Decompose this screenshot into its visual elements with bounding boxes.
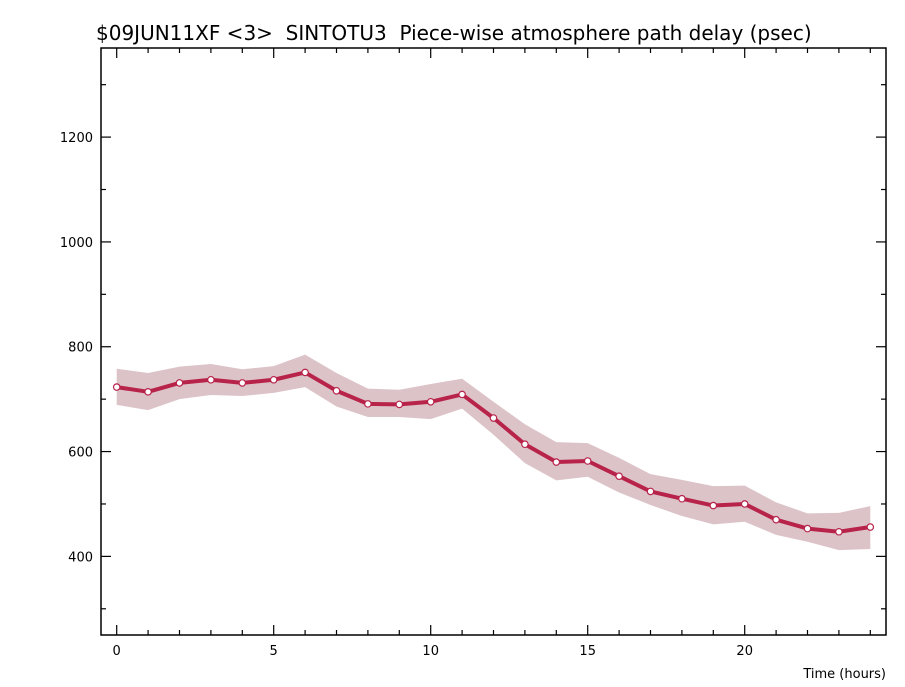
data-point [238,379,247,387]
axis-ticks [101,48,886,635]
data-point [458,390,466,399]
data-point [835,527,843,536]
data-point-layer [112,368,875,536]
data-point [646,487,655,496]
data-point [175,379,184,387]
data-point [803,524,812,533]
x-tick-label: 0 [113,644,121,659]
data-point [709,501,718,510]
data-point [552,458,561,466]
x-tick-label: 10 [422,644,439,659]
data-point [332,386,341,395]
y-tick-label: 1000 [60,236,93,251]
y-tick-label: 400 [68,550,93,565]
y-tick-label: 1200 [60,131,93,146]
data-point [740,500,749,508]
data-point [615,472,623,480]
data-point [426,397,435,406]
data-point [207,375,215,384]
data-point [866,523,875,531]
data-point [678,494,686,503]
uncertainty-band [116,354,871,551]
data-point [301,368,309,377]
x-tick-label: 20 [736,644,753,659]
chart-title: $09JUN11XF <3> SINTOTU3 Piece-wise atmos… [96,21,812,45]
y-tick-label: 800 [68,341,93,356]
data-point [269,375,278,384]
y-tick-label: 600 [68,446,93,461]
data-point [112,383,121,391]
x-tick-label: 5 [270,644,278,659]
data-point [364,400,372,408]
data-point [144,388,152,396]
data-point [772,515,780,524]
plot-frame [100,47,887,636]
data-point [583,457,592,465]
data-point [489,414,498,422]
data-point [521,440,529,449]
axis-tick-labels: 0 5 10 15 20 400 600 800 1000 1200 [60,131,753,659]
confidence-band-layer [116,354,871,551]
x-tick-label: 15 [579,644,596,659]
x-axis-label: Time (hours) [802,667,886,682]
data-point [395,400,404,409]
